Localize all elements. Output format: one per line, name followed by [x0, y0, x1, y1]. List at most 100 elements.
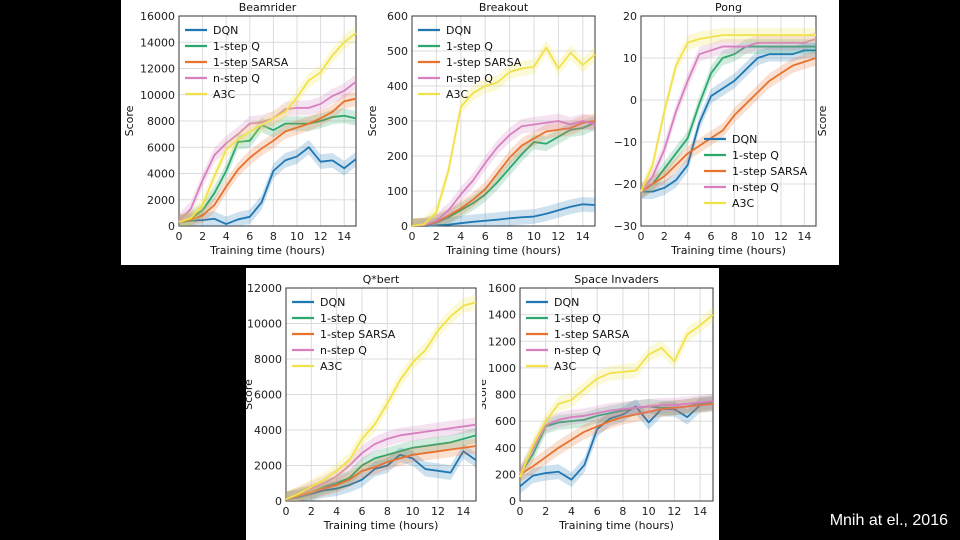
q-bert-1-step-sarsa-line: [285, 445, 477, 501]
beamrider-y-tick-label: 4000: [147, 168, 175, 181]
breakout-legend-label-1-step-q: 1-step Q: [446, 40, 493, 53]
pong-y-tick-label: 20: [623, 10, 637, 23]
space-invaders-y-tick-label: 200: [495, 468, 516, 481]
breakout-y-tick-label: 300: [387, 115, 408, 128]
pong-n-step-q-band: [641, 31, 816, 199]
q-bert-dqn-line: [285, 450, 477, 501]
beamrider-x-tick-label: 6: [246, 230, 253, 243]
pong-legend-label-n-step-q: n-step Q: [732, 181, 779, 194]
breakout-legend-label-dqn: DQN: [446, 24, 471, 37]
space-invaders-y-tick-label: 1200: [488, 335, 516, 348]
pong-x-tick-label: 4: [684, 230, 691, 243]
q-bert-title: Q*bert: [363, 273, 400, 286]
pong-y-axis-label: Score: [816, 105, 829, 136]
beamrider-x-tick-label: 14: [337, 230, 351, 243]
beamrider-x-tick-label: 4: [223, 230, 230, 243]
beamrider-y-tick-label: 8000: [147, 115, 175, 128]
pong-1-step-sarsa-line: [640, 57, 817, 193]
q-bert-legend-label-a3c: A3C: [320, 360, 343, 373]
beamrider-legend-label-1-step-sarsa: 1-step SARSA: [213, 56, 289, 69]
q-bert-y-tick-label: 0: [275, 495, 282, 508]
space-invaders-legend-label-n-step-q: n-step Q: [554, 344, 601, 357]
space-invaders-title: Space Invaders: [574, 273, 659, 286]
space-invaders-n-step-q-band: [520, 393, 713, 481]
space-invaders-x-tick-label: 14: [693, 505, 707, 518]
breakout-chart: 0 100 200 300 400 500 600 0 2 4 6 8 10 12 14 Breakout Tr…: [366, 1, 596, 257]
pong-x-tick-label: 14: [797, 230, 811, 243]
pong-y-tick-label: −30: [614, 220, 637, 233]
q-bert-x-tick-label: 12: [431, 505, 445, 518]
beamrider-n-step-q-line: [178, 80, 357, 222]
q-bert-y-tick-label: 10000: [247, 318, 282, 331]
beamrider-x-tick-label: 2: [199, 230, 206, 243]
space-invaders-a3c-line: [519, 313, 714, 478]
space-invaders-y-tick-label: 800: [495, 389, 516, 402]
q-bert-axes-frame: [285, 287, 477, 502]
breakout-y-tick-label: 0: [401, 220, 408, 233]
beamrider-dqn-line: [178, 146, 357, 225]
space-invaders-y-tick-label: 1600: [488, 282, 516, 295]
beamrider-a3c-band: [179, 25, 356, 227]
pong-x-tick-label: 6: [708, 230, 715, 243]
breakout-a3c-line: [411, 46, 596, 227]
pong-y-tick-label: 0: [630, 94, 637, 107]
beamrider-y-tick-label: 12000: [140, 63, 175, 76]
breakout-y-tick-label: 600: [387, 10, 408, 23]
pong-n-step-q-line: [640, 38, 817, 193]
space-invaders-dqn-line: [519, 402, 714, 488]
beamrider-x-tick-label: 12: [314, 230, 328, 243]
breakout-x-tick-label: 14: [576, 230, 590, 243]
q-bert-x-tick-label: 2: [308, 505, 315, 518]
beamrider-legend-label-1-step-q: 1-step Q: [213, 40, 260, 53]
beamrider-1-step-q-line: [178, 114, 357, 223]
space-invaders-x-tick-label: 4: [568, 505, 575, 518]
breakout-1-step-sarsa-band: [412, 113, 595, 226]
beamrider-y-tick-label: 2000: [147, 194, 175, 207]
space-invaders-axes-frame: [519, 287, 714, 502]
space-invaders-x-tick-label: 6: [594, 505, 601, 518]
beamrider-title: Beamrider: [239, 1, 297, 14]
beamrider-x-tick-label: 8: [270, 230, 277, 243]
space-invaders-legend-label-1-step-sarsa: 1-step SARSA: [554, 328, 630, 341]
pong-x-axis-label: Training time (hours): [670, 244, 786, 257]
breakout-x-tick-label: 2: [433, 230, 440, 243]
pong-plot-area: [641, 16, 816, 226]
pong-dqn-band: [641, 43, 816, 199]
pong-x-tick-label: 12: [774, 230, 788, 243]
space-invaders-y-tick-label: 1400: [488, 309, 516, 322]
pong-x-tick-label: 2: [661, 230, 668, 243]
space-invaders-chart: 0 200 400 600 800 1000 1200 1400 1600 0 2 4 6 8 10 12 14…: [482, 273, 714, 532]
space-invaders-x-tick-label: 12: [667, 505, 681, 518]
beamrider-legend-label-a3c: A3C: [213, 88, 236, 101]
breakout-x-tick-label: 6: [482, 230, 489, 243]
pong-legend-label-a3c: A3C: [732, 197, 755, 210]
q-bert-n-step-q-band: [286, 417, 476, 501]
beamrider-legend-label-dqn: DQN: [213, 24, 238, 37]
q-bert-y-tick-label: 12000: [247, 282, 282, 295]
beamrider-y-tick-label: 0: [168, 220, 175, 233]
space-invaders-x-tick-label: 0: [517, 505, 524, 518]
beamrider-chart: 0 2000 4000 6000 8000 10000 12000 14000 16000 0 2 4…: [123, 1, 357, 257]
beamrider-a3c-line: [178, 32, 357, 223]
space-invaders-x-tick-label: 10: [642, 505, 656, 518]
space-invaders-y-tick-label: 400: [495, 442, 516, 455]
breakout-1-step-q-band: [412, 115, 595, 226]
breakout-1-step-sarsa-line: [411, 120, 596, 227]
space-invaders-x-tick-label: 8: [619, 505, 626, 518]
beamrider-n-step-q-band: [179, 74, 356, 227]
q-bert-y-tick-label: 6000: [254, 389, 282, 402]
space-invaders-1-step-sarsa-band: [520, 396, 713, 482]
q-bert-a3c-line: [285, 301, 477, 501]
pong-x-tick-label: 10: [751, 230, 765, 243]
beamrider-y-tick-label: 10000: [140, 89, 175, 102]
pong-axes-frame: [640, 15, 817, 227]
breakout-legend-label-a3c: A3C: [446, 88, 469, 101]
q-bert-x-tick-label: 8: [384, 505, 391, 518]
space-invaders-legend-label-1-step-q: 1-step Q: [554, 312, 601, 325]
pong-chart: −30 −20 −10 0 10 20 0 2 4 6 8 10 12 14 Pong Training ti…: [614, 1, 829, 257]
q-bert-y-tick-label: 4000: [254, 424, 282, 437]
beamrider-x-tick-label: 0: [176, 230, 183, 243]
pong-title: Pong: [715, 1, 742, 14]
space-invaders-x-axis-label: Training time (hours): [558, 519, 674, 532]
breakout-legend-label-n-step-q: n-step Q: [446, 72, 493, 85]
